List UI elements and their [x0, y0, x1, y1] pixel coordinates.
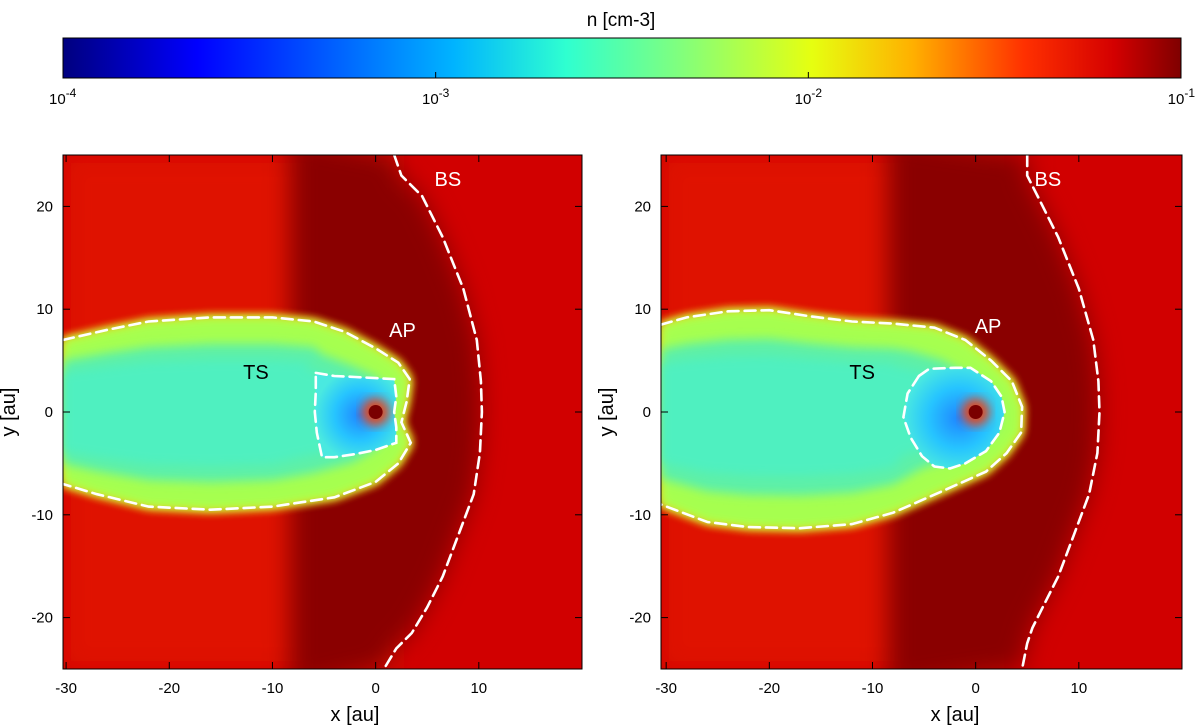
- panels: BS AP TS -30 -20 -10 0 10 -20 -10 0 10 20 x [au] y [au…: [0, 154, 1183, 726]
- colorbar-ticks: 10-4 10-3 10-2 10-1: [49, 72, 1195, 108]
- source-core: [368, 405, 383, 419]
- x-tick-label: -20: [158, 680, 180, 697]
- tail-core: [661, 356, 981, 476]
- colorbar-tick-label: 10-3: [422, 86, 450, 108]
- y-tick-label: 20: [634, 198, 651, 215]
- x-tick-label: -30: [55, 680, 77, 697]
- x-axis-title: x [au]: [931, 704, 980, 726]
- x-tick-label: 10: [470, 680, 487, 697]
- region-label-bs: BS: [435, 169, 462, 191]
- region-label-ap: AP: [389, 320, 416, 342]
- y-tick-label: 0: [643, 404, 651, 421]
- y-axis-title: y [au]: [0, 388, 20, 437]
- source-core: [968, 405, 983, 419]
- density-field: [661, 155, 1182, 669]
- x-tick-label: 0: [371, 680, 379, 697]
- y-tick-label: 0: [45, 404, 53, 421]
- x-tick-label: -30: [655, 680, 677, 697]
- y-tick-label: -10: [31, 507, 53, 524]
- y-tick-label: 20: [36, 198, 53, 215]
- x-tick-label: -10: [862, 680, 884, 697]
- heliopause-line: [661, 308, 1024, 530]
- region-label-bs: BS: [1035, 169, 1062, 191]
- tail-core: [63, 360, 370, 466]
- y-tick-label: -20: [629, 610, 651, 627]
- region-label-ap: AP: [975, 316, 1002, 338]
- colorbar: n [cm-3] 10-4 10-3 10-2 10-1: [49, 10, 1195, 108]
- colorbar-tick-label: 10-1: [1168, 86, 1196, 108]
- bow-shock-line: [1020, 155, 1101, 669]
- colorbar-gradient: [62, 37, 1182, 79]
- region-label-ts: TS: [243, 362, 269, 384]
- colorbar-tick-label: 10-2: [795, 86, 823, 108]
- x-axis-title: x [au]: [331, 704, 380, 726]
- termination-shock-line: [313, 371, 398, 459]
- panel-left: BS AP TS -30 -20 -10 0 10 -20 -10 0 10 20 x [au] y [au…: [0, 154, 583, 726]
- y-tick-label: -10: [629, 507, 651, 524]
- x-tick-label: 0: [971, 680, 979, 697]
- termination-shock-line: [902, 366, 1006, 470]
- bow-shock-line: [382, 155, 484, 669]
- x-tick-label: -20: [758, 680, 780, 697]
- region-label-ts: TS: [849, 362, 875, 384]
- heliopause-line: [63, 316, 413, 512]
- termination-shock-interior: [314, 372, 397, 458]
- x-tick-label: -10: [262, 680, 284, 697]
- colorbar-title: n [cm-3]: [587, 10, 656, 31]
- y-tick-label: 10: [36, 301, 53, 318]
- y-tick-label: 10: [634, 301, 651, 318]
- x-tick-label: 10: [1070, 680, 1087, 697]
- density-field: [63, 155, 582, 669]
- y-axis-title: y [au]: [596, 388, 618, 437]
- colorbar-tick-label: 10-4: [49, 86, 77, 108]
- panel-right: BS AP TS -30 -20 -10 0 10 -20 -10 0 10 20 x [au] y [au…: [596, 154, 1183, 726]
- termination-shock-interior: [903, 367, 1005, 469]
- y-tick-label: -20: [31, 610, 53, 627]
